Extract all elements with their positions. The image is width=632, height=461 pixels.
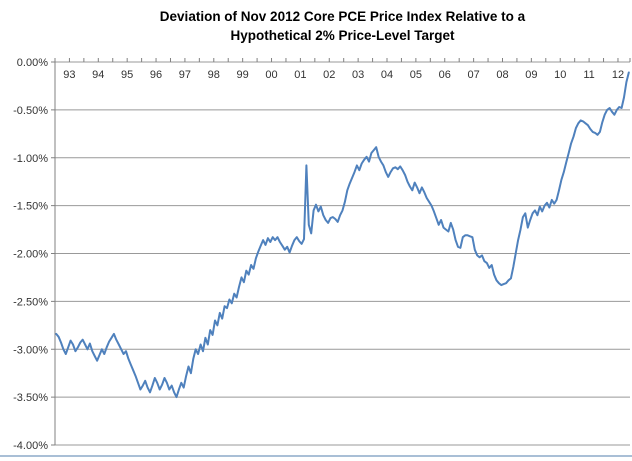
x-tick-label: 97 [179, 69, 191, 81]
x-tick-label: 00 [265, 69, 277, 81]
chart-title: Deviation of Nov 2012 Core PCE Price Ind… [55, 7, 630, 45]
x-tick-label: 09 [525, 69, 537, 81]
chart-title-line2: Hypothetical 2% Price-Level Target [230, 28, 455, 43]
x-tick-label: 06 [439, 69, 451, 81]
x-tick-label: 12 [612, 69, 624, 81]
x-tick-label: 95 [121, 69, 133, 81]
x-tick-label: 07 [467, 69, 479, 81]
x-tick-label: 08 [496, 69, 508, 81]
x-tick-label: 96 [150, 69, 162, 81]
y-tick-label: -0.50% [13, 105, 48, 117]
y-tick-label: -3.00% [13, 344, 48, 356]
x-tick-label: 10 [554, 69, 566, 81]
x-tick-label: 03 [352, 69, 364, 81]
y-tick-label: -1.00% [13, 153, 48, 165]
gridlines [55, 61, 630, 446]
y-tick-label: -4.00% [13, 440, 48, 452]
x-tick-label: 93 [63, 69, 75, 81]
axis-labels: 0.00% -0.50% -1.00% -1.50% -2.00% -2.50% -3.00… [13, 57, 624, 452]
x-tick-label: 99 [237, 69, 249, 81]
y-tick-label: 0.00% [17, 57, 48, 69]
y-tick-label: -2.50% [13, 296, 48, 308]
y-tick-label: -3.50% [13, 392, 48, 404]
x-tick-label: 98 [208, 69, 220, 81]
y-tick-label: -2.00% [13, 249, 48, 261]
y-tick-label: -1.50% [13, 201, 48, 213]
x-tick-label: 02 [323, 69, 335, 81]
window-border-bottom [0, 455, 632, 457]
axis-ticks [51, 58, 631, 446]
chart-title-line1: Deviation of Nov 2012 Core PCE Price Ind… [159, 9, 526, 24]
series-line [55, 71, 630, 399]
x-tick-label: 01 [294, 69, 306, 81]
x-tick-label: 05 [410, 69, 422, 81]
x-tick-label: 04 [381, 69, 393, 81]
x-tick-label: 11 [583, 69, 594, 81]
x-tick-label: 94 [92, 69, 104, 81]
pce-deviation-line [55, 71, 630, 399]
